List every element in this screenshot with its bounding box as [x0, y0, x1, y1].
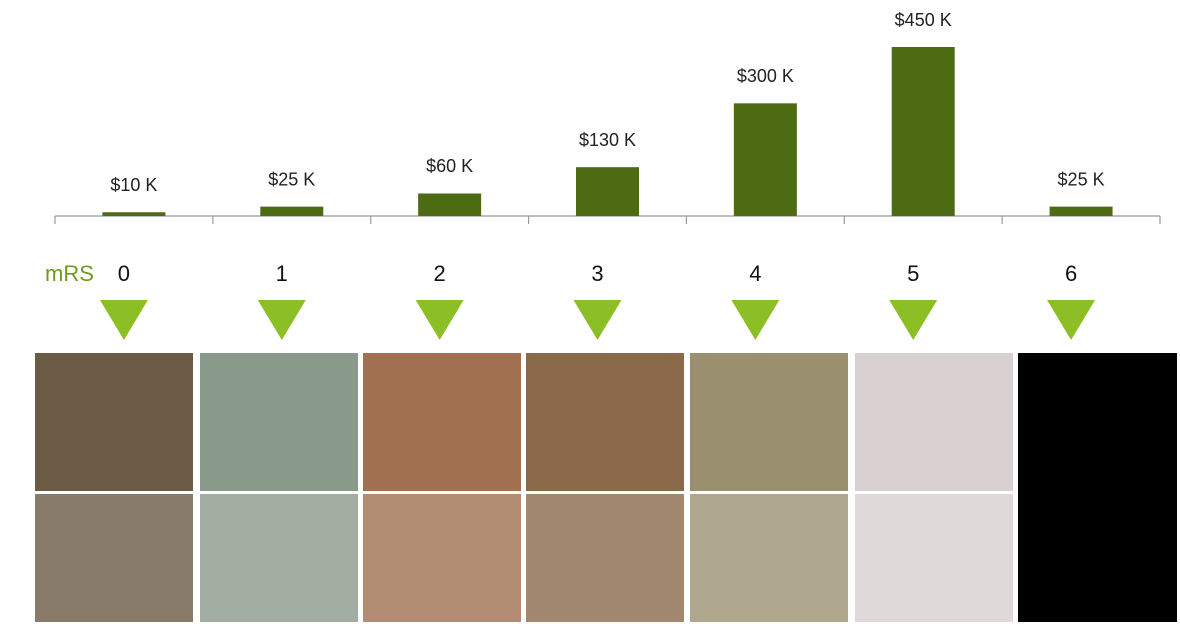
bar: [1049, 206, 1113, 216]
value-label: $130 K: [579, 130, 636, 150]
bar: [418, 193, 482, 216]
arrow: [1047, 300, 1096, 340]
photo: [526, 353, 684, 491]
value-label: $25 K: [268, 169, 315, 189]
x-tick-label: 1: [276, 261, 288, 286]
bar: [576, 167, 639, 216]
photo: [855, 494, 1013, 622]
x-tick-label: 3: [591, 261, 603, 286]
bar: [733, 103, 797, 216]
value-label: $300 K: [737, 66, 794, 86]
bar: [891, 47, 955, 216]
value-label: $450 K: [895, 10, 952, 30]
arrow: [257, 300, 306, 340]
x-tick-label: 5: [907, 261, 919, 286]
bar: [260, 206, 324, 216]
bar: [102, 212, 166, 216]
photo: [35, 353, 193, 491]
value-label: $10 K: [110, 175, 157, 195]
photo: [690, 494, 848, 622]
arrow: [99, 300, 148, 340]
photo: [526, 494, 684, 622]
arrow: [889, 300, 938, 340]
photo: [200, 353, 358, 491]
photo: [690, 353, 848, 491]
value-label: $60 K: [426, 156, 473, 176]
arrow: [573, 300, 622, 340]
x-tick-label: 6: [1065, 261, 1077, 286]
axis-label: mRS: [45, 261, 94, 286]
x-tick-label: 2: [434, 261, 446, 286]
value-label: $25 K: [1058, 169, 1105, 189]
x-tick-label: 0: [118, 261, 130, 286]
photo: [363, 353, 521, 491]
photo: [855, 353, 1013, 491]
x-tick-label: 4: [749, 261, 761, 286]
photo: [1018, 353, 1177, 622]
photo: [35, 494, 193, 622]
photo: [363, 494, 521, 622]
photo: [200, 494, 358, 622]
arrow: [415, 300, 464, 340]
arrow: [731, 300, 780, 340]
